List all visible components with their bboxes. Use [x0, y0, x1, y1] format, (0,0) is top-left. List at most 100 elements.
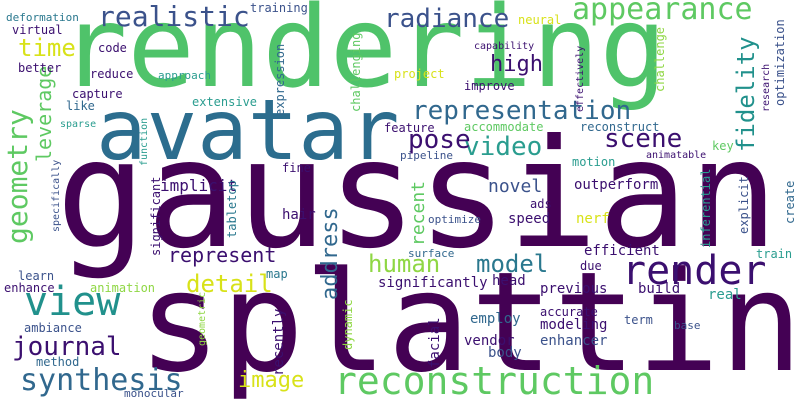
word-implicit: implicit — [160, 176, 238, 195]
word-function: function — [139, 117, 150, 166]
word-significantly: significantly — [378, 275, 488, 291]
word-term: term — [624, 313, 653, 327]
word-significant: significant — [149, 176, 163, 256]
word-previous: previous — [540, 281, 608, 297]
word-expression: expression — [273, 43, 287, 116]
word-model: model — [476, 250, 549, 278]
word-specifically: specifically — [51, 159, 62, 232]
word-key: key — [712, 139, 734, 153]
word-accurate: accurate — [540, 305, 598, 319]
word-ambiance: ambiance — [24, 321, 82, 335]
word-fine: fine — [282, 161, 311, 175]
word-capture: capture — [72, 87, 123, 101]
word-animatable: animatable — [646, 150, 707, 161]
word-challenge: challenge — [653, 26, 667, 92]
word-sparse: sparse — [60, 119, 97, 130]
word-like: like — [66, 99, 95, 113]
word-representation: representation — [412, 96, 632, 126]
word-high: high — [490, 52, 543, 77]
word-facial: facial — [427, 317, 443, 368]
word-create: create — [783, 180, 797, 224]
word-radiance: radiance — [384, 4, 510, 34]
word-hair: hair — [282, 207, 316, 223]
word-learn: learn — [18, 269, 55, 283]
word-better: better — [18, 61, 62, 75]
word-address: address — [318, 207, 343, 300]
word-ads: ads — [530, 197, 552, 211]
word-pose: pose — [408, 125, 471, 155]
word-project: project — [394, 67, 445, 81]
word-scene: scene — [604, 124, 683, 154]
word-optimization: optimization — [773, 19, 787, 106]
word-time: time — [18, 34, 76, 62]
word-speed: speed — [508, 211, 551, 227]
word-train: train — [756, 247, 793, 261]
word-rendering: rendering — [60, 0, 667, 113]
word-animation: animation — [90, 281, 156, 295]
word-avatar: avatar — [96, 81, 400, 179]
word-virtual: virtual — [12, 23, 63, 37]
word-outperform: outperform — [574, 177, 659, 193]
word-human: human — [368, 250, 441, 278]
word-reconstruct: reconstruct — [580, 120, 660, 134]
word-recent: recent — [408, 180, 429, 246]
word-deformation: deformation — [6, 11, 79, 24]
word-accommodate: accommodate — [464, 120, 544, 134]
word-body: body — [488, 345, 522, 361]
word-optimize: optimize — [428, 213, 481, 226]
word-view: view — [24, 279, 121, 325]
word-novel: novel — [488, 176, 543, 197]
word-video: video — [464, 132, 543, 162]
word-leverage: leverage — [32, 65, 56, 162]
word-map: map — [266, 267, 288, 281]
word-challenging: challenging — [349, 32, 363, 112]
word-recently: recently — [271, 308, 287, 376]
word-detail: detail — [186, 270, 273, 298]
word-build: build — [638, 281, 681, 297]
word-method: method — [36, 355, 80, 369]
word-neural: neural — [518, 13, 562, 27]
word-geometry: geometry — [1, 109, 34, 244]
word-splatting: splatting — [138, 242, 800, 400]
word-represent: represent — [168, 243, 277, 267]
word-enhancer: enhancer — [540, 333, 608, 349]
word-employ: employ — [470, 311, 521, 327]
word-code: code — [98, 41, 127, 55]
word-modeling: modeling — [540, 317, 608, 333]
word-geometric: geometric — [197, 291, 208, 346]
word-due: due — [580, 259, 602, 273]
word-efficient: efficient — [584, 243, 660, 259]
word-real: real — [708, 287, 742, 303]
word-motion: motion — [572, 155, 616, 169]
word-synthesis: synthesis — [20, 363, 183, 398]
word-extensive: extensive — [192, 95, 258, 109]
word-realistic: realistic — [98, 0, 250, 33]
word-training: training — [250, 1, 308, 15]
word-reconstruction: reconstruction — [334, 359, 655, 400]
word-research: research — [761, 63, 772, 112]
word-feature: feature — [384, 121, 435, 135]
word-inferential: inferential — [699, 168, 713, 248]
word-effectively: effectively — [575, 45, 586, 112]
word-image: image — [238, 368, 305, 393]
word-enhance: enhance — [4, 281, 55, 295]
word-pipeline: pipeline — [400, 149, 453, 162]
word-nerf: nerf — [576, 211, 610, 227]
word-base: base — [674, 319, 701, 332]
word-monocular: monocular — [124, 387, 184, 400]
word-vendor: vendor — [464, 333, 515, 349]
word-surface: surface — [408, 247, 455, 260]
word-tabletop: tabletop — [225, 180, 239, 238]
word-approach: approach — [158, 69, 211, 82]
word-improve: improve — [464, 79, 515, 93]
word-capability: capability — [474, 41, 535, 52]
word-fidelity: fidelity — [732, 36, 760, 152]
word-journal: journal — [12, 332, 122, 362]
word-reduce: reduce — [90, 67, 134, 81]
word-gaussian: gaussian — [56, 108, 779, 282]
word-dynamic: dynamic — [341, 299, 355, 350]
word-explicit: explicit — [737, 176, 751, 234]
word-appearance: appearance — [572, 0, 753, 27]
word-render: render — [622, 248, 767, 294]
